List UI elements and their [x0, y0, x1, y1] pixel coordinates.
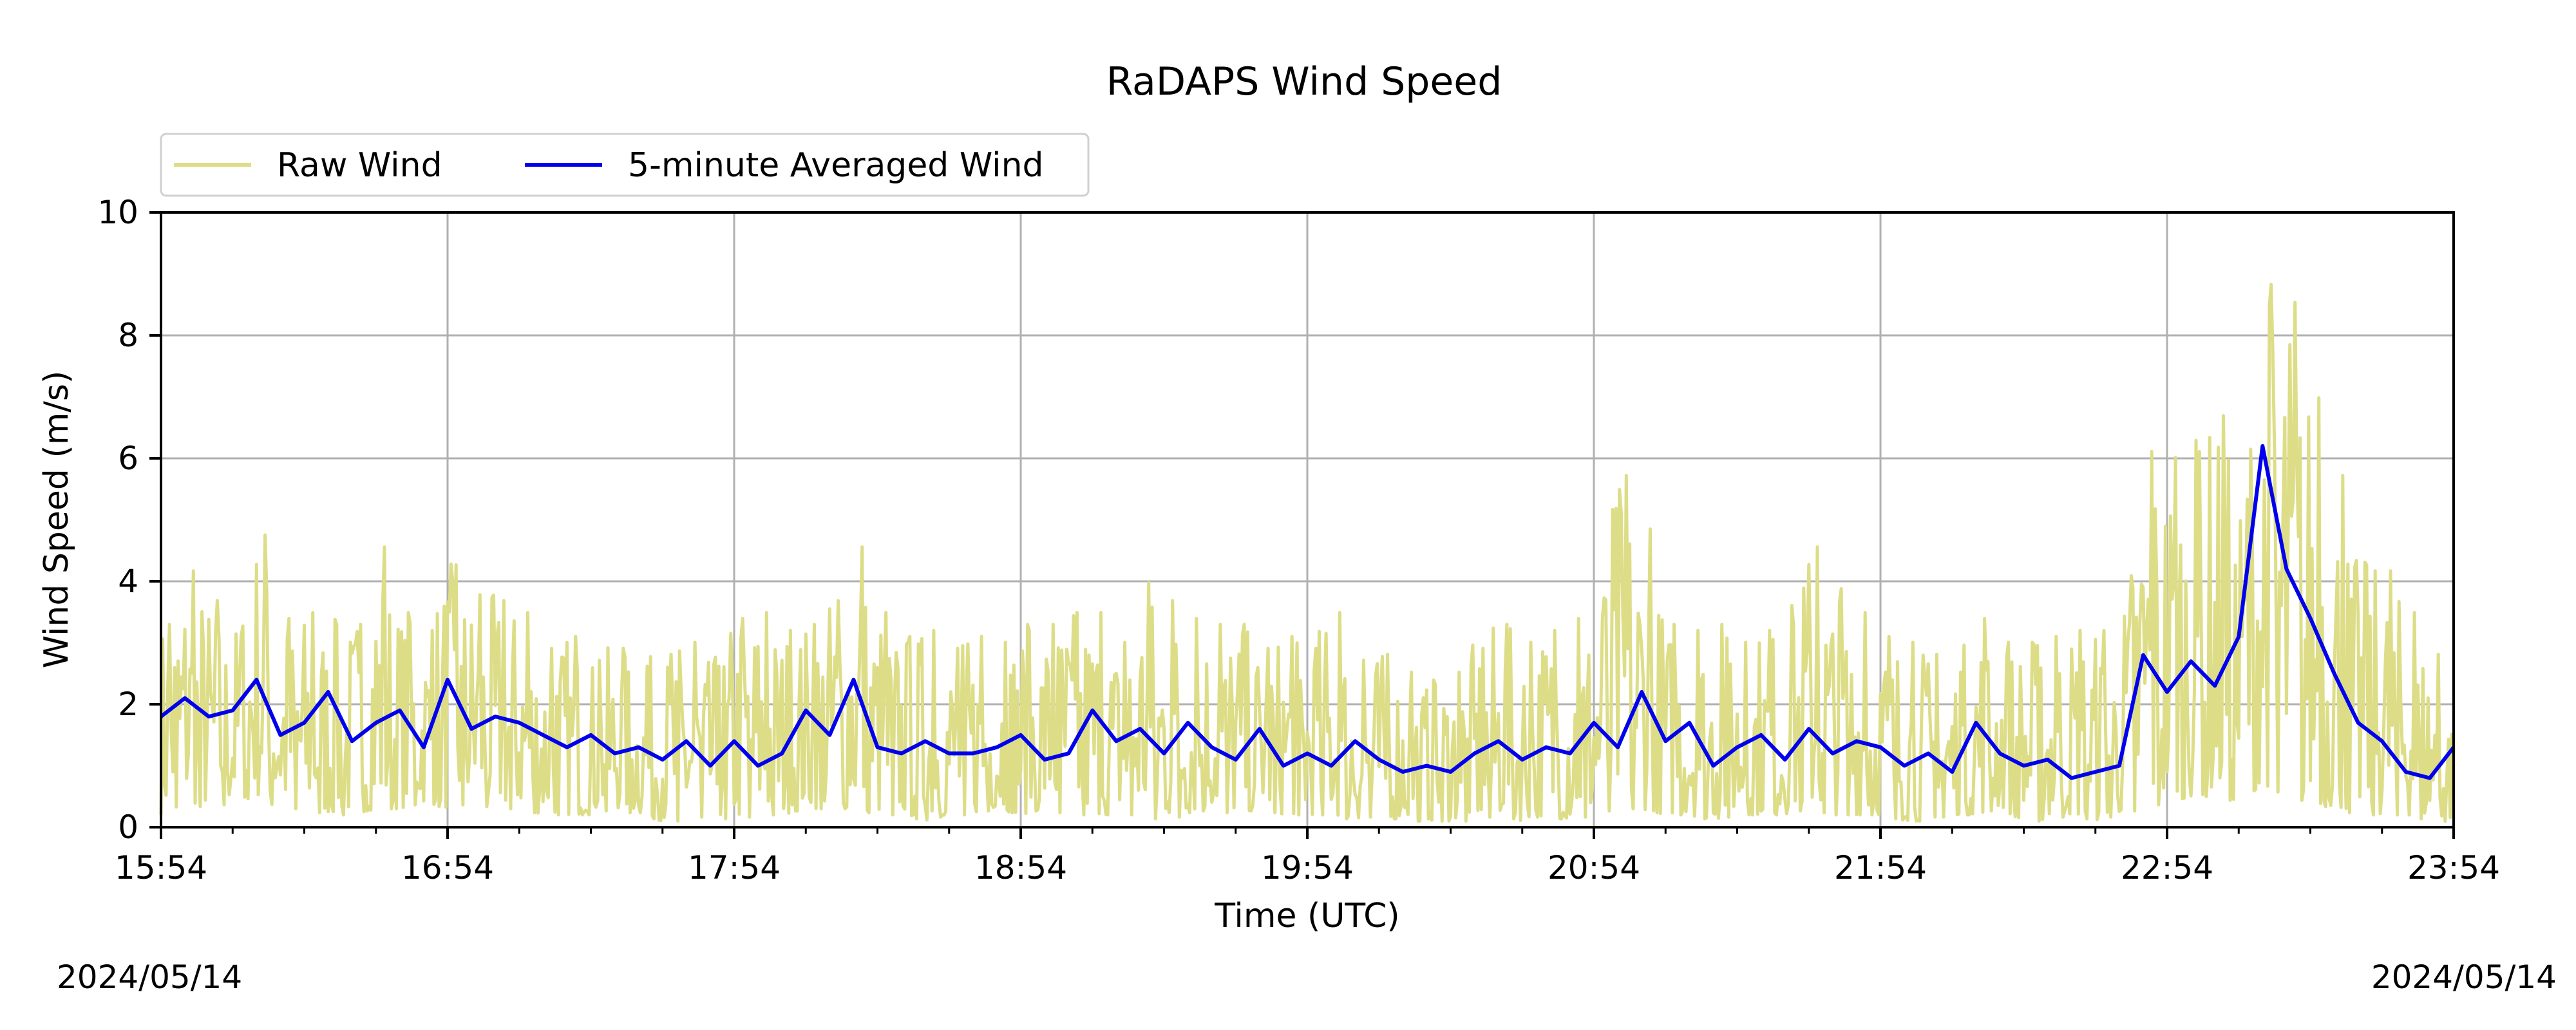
x-tick-label: 19:54 [1261, 849, 1354, 886]
end-date-label: 2024/05/14 [2371, 959, 2557, 996]
averaged-wind-line [160, 444, 2456, 780]
y-axis-label: Wind Speed (m/s) [37, 371, 76, 669]
averaged-wind-series [160, 444, 2456, 780]
y-tick-label: 4 [118, 563, 138, 600]
x-tick-label: 22:54 [2121, 849, 2213, 886]
y-tick-label: 8 [118, 317, 138, 354]
y-tick-label: 0 [118, 809, 138, 846]
x-tick-label: 18:54 [974, 849, 1067, 886]
y-tick-label: 6 [118, 440, 138, 477]
x-axis: 15:54 16:54 17:54 18:54 19:54 20:54 21:54 22:54… [115, 826, 2500, 886]
legend-frame [160, 133, 1090, 197]
x-tick-label: 20:54 [1548, 849, 1640, 886]
legend-label-averaged-wind: 5-minute Averaged Wind [628, 146, 1044, 185]
raw-wind-line [159, 283, 2454, 823]
legend: Raw Wind 5-minute Averaged Wind [160, 133, 1090, 197]
x-tick-label: 15:54 [115, 849, 207, 886]
start-date-label: 2024/05/14 [57, 959, 242, 996]
x-tick-label: 16:54 [401, 849, 494, 886]
legend-label-raw-wind: Raw Wind [277, 146, 442, 185]
y-tick-label: 10 [97, 194, 138, 231]
x-axis-label: Time (UTC) [1214, 897, 1399, 935]
y-tick-label: 2 [118, 686, 138, 723]
plot-area [159, 211, 2456, 829]
x-tick-label: 21:54 [1834, 849, 1927, 886]
raw-wind-series [159, 283, 2454, 823]
x-tick-label: 17:54 [688, 849, 781, 886]
x-tick-label: 23:54 [2407, 849, 2500, 886]
y-axis: 0 2 4 6 8 10 [97, 194, 162, 846]
chart-title: RaDAPS Wind Speed [1106, 59, 1502, 104]
